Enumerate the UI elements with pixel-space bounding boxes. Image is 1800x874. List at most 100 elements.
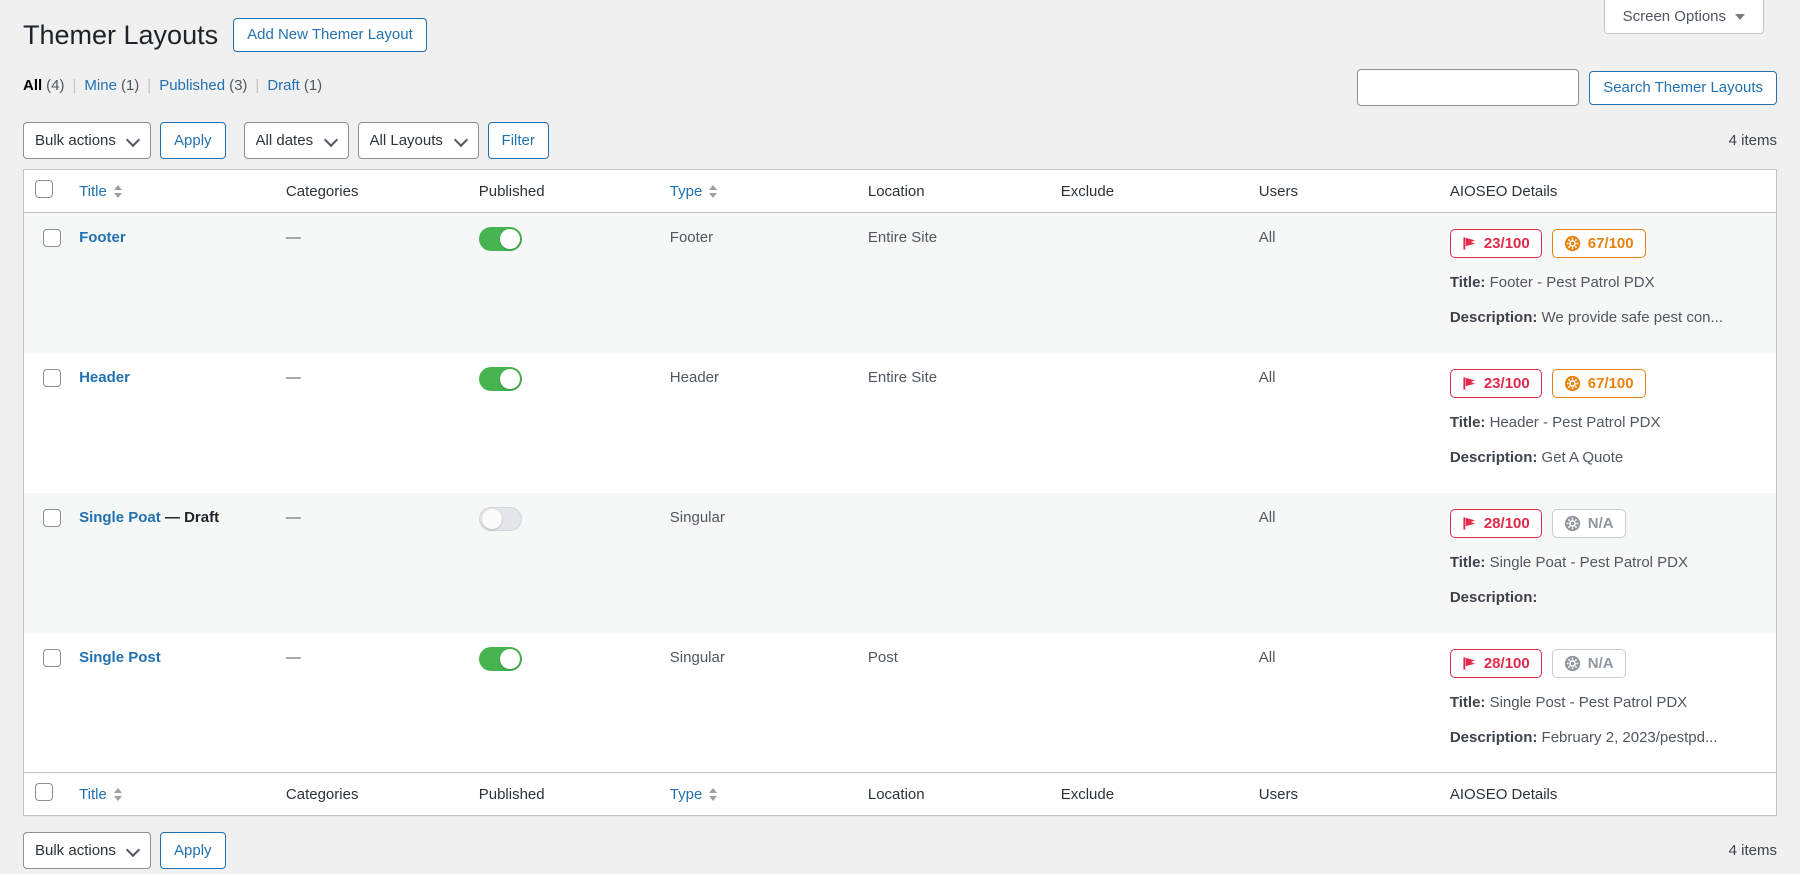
seo-title-label: Title: bbox=[1449, 553, 1486, 571]
search-themer-layouts-button[interactable]: Search Themer Layouts bbox=[1589, 70, 1777, 105]
row-checkbox[interactable] bbox=[43, 368, 62, 387]
add-new-themer-layout-button[interactable]: Add New Themer Layout bbox=[233, 18, 427, 52]
items-count: 4 items bbox=[1728, 132, 1777, 149]
separator: | bbox=[255, 77, 260, 94]
table-row: Single Poat — Draft — Singular All 28/10… bbox=[23, 492, 1777, 633]
bulk-actions-select-wrap: Bulk actions bbox=[23, 832, 151, 869]
select-all-checkbox[interactable] bbox=[35, 783, 53, 801]
seo-description-label: Description: bbox=[1449, 448, 1538, 466]
separator: | bbox=[72, 77, 77, 94]
layouts-select-wrap: All Layouts bbox=[357, 122, 479, 159]
sort-by-type[interactable]: Type bbox=[670, 183, 718, 200]
aioseo-flag-icon bbox=[1462, 516, 1477, 531]
row-categories: — bbox=[285, 508, 301, 526]
seo-title-label: Title: bbox=[1449, 693, 1486, 711]
bulk-actions-select[interactable]: Bulk actions bbox=[23, 832, 151, 869]
row-state: — Draft bbox=[160, 508, 220, 526]
bulk-actions-select[interactable]: Bulk actions bbox=[23, 122, 151, 159]
column-categories: Categories bbox=[275, 772, 469, 816]
view-filter-draft[interactable]: Draft (1) bbox=[267, 77, 323, 94]
row-aioseo-details: 28/100 N/A Title: Single Post - Pest Pat… bbox=[1440, 633, 1777, 773]
gear-icon bbox=[1564, 655, 1581, 672]
row-users: All bbox=[1258, 229, 1276, 246]
row-title-link[interactable]: Header bbox=[79, 368, 130, 386]
tablenav-bottom: Bulk actions Apply 4 items bbox=[23, 832, 1777, 869]
themer-layouts-table: Title Categories Published Type Location… bbox=[23, 169, 1777, 816]
separator: | bbox=[147, 77, 152, 94]
view-filter-all[interactable]: All (4) bbox=[23, 77, 65, 94]
row-aioseo-details: 23/100 67/100 Title: Header - Pest Patro… bbox=[1440, 353, 1777, 493]
filter-button[interactable]: Filter bbox=[487, 122, 549, 159]
seo-description-label: Description: bbox=[1449, 588, 1538, 606]
seo-title-value: Single Poat - Pest Patrol PDX bbox=[1489, 553, 1689, 571]
row-title-link[interactable]: Footer bbox=[79, 229, 126, 246]
layouts-select[interactable]: All Layouts bbox=[357, 122, 479, 159]
screen-options-label: Screen Options bbox=[1622, 8, 1726, 25]
aioseo-readability-score-badge: N/A bbox=[1551, 648, 1626, 678]
sort-arrows-icon bbox=[113, 787, 122, 801]
row-users: All bbox=[1258, 368, 1276, 386]
seo-description-value: We provide safe pest con... bbox=[1541, 309, 1724, 327]
seo-title-label: Title: bbox=[1449, 413, 1486, 431]
published-toggle[interactable] bbox=[478, 506, 522, 531]
aioseo-readability-score-badge: N/A bbox=[1551, 508, 1626, 538]
toggle-knob bbox=[499, 229, 520, 249]
seo-title-value: Header - Pest Patrol PDX bbox=[1489, 413, 1661, 431]
column-location: Location bbox=[857, 772, 1051, 816]
title-row: Themer Layouts Add New Themer Layout bbox=[23, 18, 1777, 52]
aioseo-readability-score-badge: 67/100 bbox=[1551, 368, 1646, 398]
view-filter-published[interactable]: Published (3) bbox=[159, 77, 248, 94]
table-footer-row: Title Categories Published Type Location… bbox=[23, 772, 1777, 816]
row-location: Entire Site bbox=[867, 229, 938, 246]
row-users: All bbox=[1258, 508, 1276, 526]
sort-arrows-icon bbox=[113, 184, 122, 198]
sort-by-type[interactable]: Type bbox=[670, 786, 718, 803]
row-type: Header bbox=[669, 368, 719, 386]
aioseo-flag-icon bbox=[1462, 236, 1477, 251]
sort-by-title[interactable]: Title bbox=[79, 183, 122, 200]
seo-description-value: Get A Quote bbox=[1541, 448, 1624, 466]
row-checkbox[interactable] bbox=[43, 229, 62, 247]
dates-select[interactable]: All dates bbox=[243, 122, 349, 159]
apply-button[interactable]: Apply bbox=[160, 832, 226, 869]
search-input[interactable] bbox=[1357, 69, 1580, 106]
row-checkbox[interactable] bbox=[43, 648, 62, 667]
row-type: Footer bbox=[669, 229, 714, 246]
published-toggle[interactable] bbox=[478, 646, 522, 671]
table-row: Footer — Footer Entire Site All 23/100 bbox=[23, 212, 1777, 353]
views-row: All (4) | Mine (1) | Published (3) | Draft(… bbox=[23, 69, 1777, 106]
row-categories: — bbox=[285, 648, 301, 666]
row-checkbox[interactable] bbox=[43, 508, 62, 527]
aioseo-seo-score-badge: 23/100 bbox=[1449, 229, 1542, 258]
gear-icon bbox=[1564, 375, 1581, 392]
sort-arrows-icon bbox=[709, 184, 718, 198]
aioseo-flag-icon bbox=[1462, 656, 1477, 671]
row-exclude bbox=[1051, 493, 1249, 633]
sort-by-title[interactable]: Title bbox=[79, 786, 122, 803]
row-aioseo-details: 28/100 N/A Title: Single Poat - Pest Pat… bbox=[1440, 493, 1777, 633]
apply-button[interactable]: Apply bbox=[160, 122, 226, 159]
toggle-knob bbox=[481, 508, 502, 529]
page-title: Themer Layouts bbox=[23, 19, 219, 50]
published-toggle[interactable] bbox=[478, 366, 522, 391]
column-aioseo-details: AIOSEO Details bbox=[1439, 772, 1777, 816]
seo-title-value: Single Post - Pest Patrol PDX bbox=[1489, 693, 1688, 711]
column-published: Published bbox=[468, 772, 660, 816]
table-row: Single Post — Singular Post All 28/100 bbox=[24, 633, 1777, 773]
published-toggle[interactable] bbox=[478, 227, 522, 251]
column-categories: Categories bbox=[275, 169, 469, 213]
view-filter-mine[interactable]: Mine (1) bbox=[84, 77, 140, 94]
toggle-knob bbox=[499, 648, 520, 669]
gear-icon bbox=[1564, 515, 1581, 532]
seo-title-value: Footer - Pest Patrol PDX bbox=[1489, 274, 1655, 291]
screen-options-button[interactable]: Screen Options bbox=[1603, 0, 1764, 34]
row-title-link[interactable]: Single Post bbox=[79, 648, 161, 666]
row-aioseo-details: 23/100 67/100 Title: Footer - Pest Patro… bbox=[1440, 213, 1777, 353]
column-users: Users bbox=[1248, 169, 1440, 213]
chevron-down-icon bbox=[1735, 13, 1745, 20]
column-location: Location bbox=[857, 169, 1051, 213]
select-all-checkbox[interactable] bbox=[35, 180, 53, 198]
bulk-actions-select-wrap: Bulk actions bbox=[23, 122, 151, 159]
aioseo-seo-score-badge: 28/100 bbox=[1449, 648, 1542, 678]
row-title-link[interactable]: Single Poat bbox=[79, 508, 161, 526]
